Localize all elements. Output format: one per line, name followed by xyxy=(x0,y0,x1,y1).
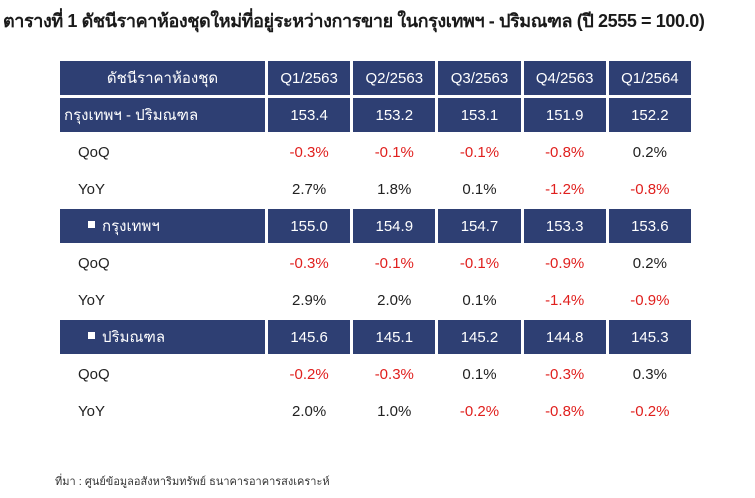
table-cell: 0.1% xyxy=(438,357,521,391)
column-header: Q3/2563 xyxy=(438,61,521,95)
source-note: ที่มา : ศูนย์ข้อมูลอสังหาริมทรัพย์ ธนาคา… xyxy=(55,476,330,488)
table-cell: -1.2% xyxy=(523,172,606,206)
square-bullet-icon xyxy=(88,221,95,228)
table-cell: 2.9% xyxy=(268,283,351,317)
table-cell: -0.1% xyxy=(438,246,521,280)
table-cell: -0.8% xyxy=(523,394,606,428)
row-label: YoY xyxy=(60,394,265,428)
table-cell: -0.1% xyxy=(438,135,521,169)
column-header: Q1/2564 xyxy=(608,61,691,95)
table-cell: 145.1 xyxy=(353,320,436,354)
table-cell: 0.3% xyxy=(608,357,691,391)
row-label: YoY xyxy=(60,172,265,206)
table-row: YoY 2.0% 1.0% -0.2% -0.8% -0.2% xyxy=(60,394,691,428)
table-row: QoQ -0.3% -0.1% -0.1% -0.8% 0.2% xyxy=(60,135,691,169)
table-cell: 154.7 xyxy=(438,209,521,243)
table-cell: -0.3% xyxy=(268,135,351,169)
table-row: ปริมณฑล 145.6 145.1 145.2 144.8 145.3 xyxy=(60,320,691,354)
table-cell: 0.2% xyxy=(608,246,691,280)
table-title: ตารางที่ 1 ดัชนีราคาห้องชุดใหม่ที่อยู่ระ… xyxy=(3,11,705,31)
column-header: Q4/2563 xyxy=(523,61,606,95)
column-header: Q1/2563 xyxy=(268,61,351,95)
table-cell: 1.0% xyxy=(353,394,436,428)
table-cell: -0.3% xyxy=(353,357,436,391)
table-cell: 145.3 xyxy=(608,320,691,354)
table-cell: -0.2% xyxy=(268,357,351,391)
table-cell: -0.8% xyxy=(608,172,691,206)
table-cell: 153.6 xyxy=(608,209,691,243)
table-cell: -0.8% xyxy=(523,135,606,169)
table-cell: 0.2% xyxy=(608,135,691,169)
table-cell: 153.3 xyxy=(523,209,606,243)
column-header: Q2/2563 xyxy=(353,61,436,95)
table-cell: 152.2 xyxy=(608,98,691,132)
table-cell: 154.9 xyxy=(353,209,436,243)
table-cell: -1.4% xyxy=(523,283,606,317)
price-index-table: ดัชนีราคาห้องชุด Q1/2563 Q2/2563 Q3/2563… xyxy=(57,58,694,431)
row-label: ปริมณฑล xyxy=(60,320,265,354)
table-cell: 2.7% xyxy=(268,172,351,206)
row-label: YoY xyxy=(60,283,265,317)
table-cell: 153.4 xyxy=(268,98,351,132)
table-cell: 2.0% xyxy=(268,394,351,428)
table-cell: 153.2 xyxy=(353,98,436,132)
table-row: กรุงเทพฯ - ปริมณฑล 153.4 153.2 153.1 151… xyxy=(60,98,691,132)
table-cell: 1.8% xyxy=(353,172,436,206)
table-cell: 145.6 xyxy=(268,320,351,354)
table-cell: 151.9 xyxy=(523,98,606,132)
table-cell: 155.0 xyxy=(268,209,351,243)
square-bullet-icon xyxy=(88,332,95,339)
table-cell: 0.1% xyxy=(438,283,521,317)
header-row: ดัชนีราคาห้องชุด Q1/2563 Q2/2563 Q3/2563… xyxy=(60,61,691,95)
row-label: QoQ xyxy=(60,357,265,391)
table-cell: -0.1% xyxy=(353,246,436,280)
row-label-text: กรุงเทพฯ xyxy=(102,218,160,235)
header-label-cell: ดัชนีราคาห้องชุด xyxy=(60,61,265,95)
row-label: กรุงเทพฯ xyxy=(60,209,265,243)
table-cell: 145.2 xyxy=(438,320,521,354)
table-cell: 0.1% xyxy=(438,172,521,206)
table-cell: -0.1% xyxy=(353,135,436,169)
row-label: กรุงเทพฯ - ปริมณฑล xyxy=(60,98,265,132)
row-label: QoQ xyxy=(60,246,265,280)
table-cell: -0.3% xyxy=(268,246,351,280)
table-row: YoY 2.7% 1.8% 0.1% -1.2% -0.8% xyxy=(60,172,691,206)
table-row: QoQ -0.3% -0.1% -0.1% -0.9% 0.2% xyxy=(60,246,691,280)
table-cell: 2.0% xyxy=(353,283,436,317)
table-cell: -0.3% xyxy=(523,357,606,391)
table-row: QoQ -0.2% -0.3% 0.1% -0.3% 0.3% xyxy=(60,357,691,391)
row-label-text: ปริมณฑล xyxy=(102,329,166,346)
row-label: QoQ xyxy=(60,135,265,169)
table-cell: -0.2% xyxy=(438,394,521,428)
table-row: กรุงเทพฯ 155.0 154.9 154.7 153.3 153.6 xyxy=(60,209,691,243)
table-row: YoY 2.9% 2.0% 0.1% -1.4% -0.9% xyxy=(60,283,691,317)
table-cell: -0.2% xyxy=(608,394,691,428)
table-cell: -0.9% xyxy=(608,283,691,317)
table-cell: -0.9% xyxy=(523,246,606,280)
table-cell: 153.1 xyxy=(438,98,521,132)
table-cell: 144.8 xyxy=(523,320,606,354)
